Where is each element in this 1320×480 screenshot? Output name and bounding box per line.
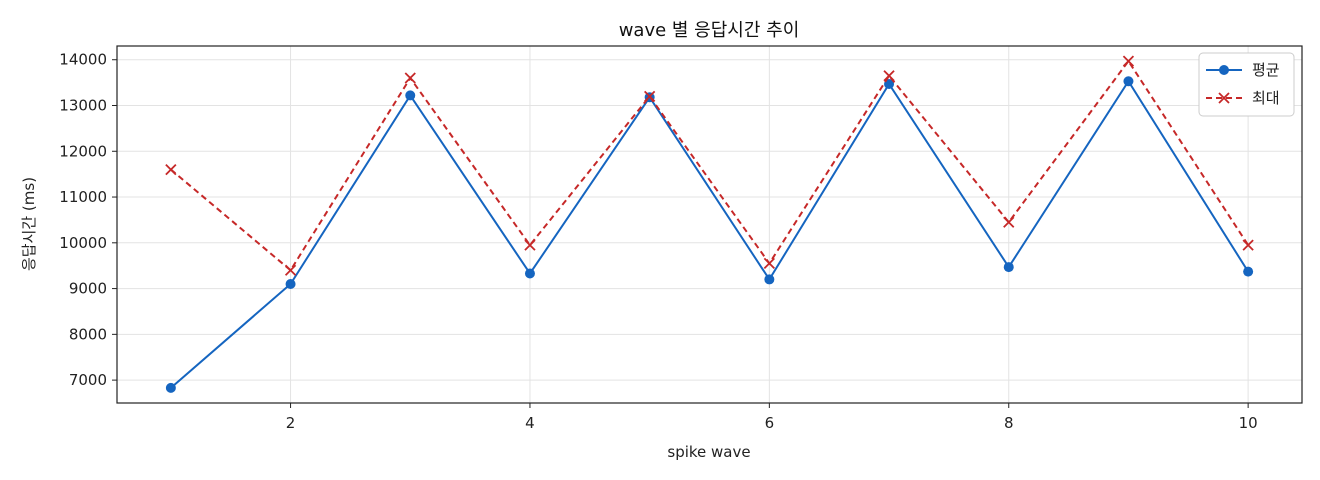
legend-label: 최대 (1252, 89, 1280, 107)
y-tick-label: 9000 (69, 280, 107, 298)
data-point-x (763, 257, 775, 270)
grid-lines (117, 46, 1302, 403)
x-axis-label: spike wave (667, 443, 750, 461)
data-point-circle (1243, 266, 1254, 277)
legend-marker (1218, 92, 1230, 104)
data-point-x (883, 70, 895, 82)
plot-area-frame (116, 45, 1303, 404)
data-point-circle (764, 274, 775, 285)
data-point-x (1242, 239, 1254, 251)
data-point-circle (1003, 262, 1014, 273)
y-tick-label: 10000 (59, 234, 107, 252)
data-point-x (284, 264, 297, 276)
y-tick-label: 14000 (59, 51, 107, 69)
y-tick-label: 11000 (59, 188, 107, 206)
series-2 (165, 55, 1254, 276)
y-tick-label: 7000 (69, 371, 107, 389)
data-point-circle (165, 382, 176, 393)
data-point-x (1003, 216, 1015, 228)
x-axis-ticks: 2 4 6 8 10 (286, 403, 1258, 432)
series-layer (165, 55, 1254, 393)
series-1 (165, 76, 1254, 393)
data-point-x (644, 90, 656, 102)
y-axis-ticks: 7000 8000 9000 10000 11000 12000 13000 14000 (59, 51, 117, 389)
y-tick-label: 12000 (59, 142, 107, 160)
data-point-circle (524, 268, 535, 279)
legend-box (1198, 52, 1295, 117)
data-point-x (404, 72, 416, 84)
legend-marker (1219, 65, 1229, 75)
series-line (170, 79, 1249, 389)
data-point-circle (405, 90, 416, 101)
y-axis-label: 응답시간 (ms) (20, 177, 38, 271)
x-tick-label: 6 (765, 414, 775, 432)
x-tick-label: 10 (1239, 414, 1258, 432)
legend-label: 평균 (1252, 61, 1280, 79)
chart-title: wave 별 응답시간 추이 (619, 20, 800, 41)
x-tick-label: 2 (286, 414, 296, 432)
data-point-x (165, 163, 177, 176)
y-tick-label: 8000 (69, 325, 107, 343)
x-tick-label: 8 (1004, 414, 1014, 432)
data-point-circle (1123, 76, 1134, 87)
data-point-x (1122, 55, 1135, 67)
series-line (170, 59, 1249, 272)
data-point-circle (285, 279, 296, 289)
y-tick-label: 13000 (59, 97, 107, 115)
data-point-x (524, 239, 536, 251)
x-tick-label: 4 (525, 414, 535, 432)
